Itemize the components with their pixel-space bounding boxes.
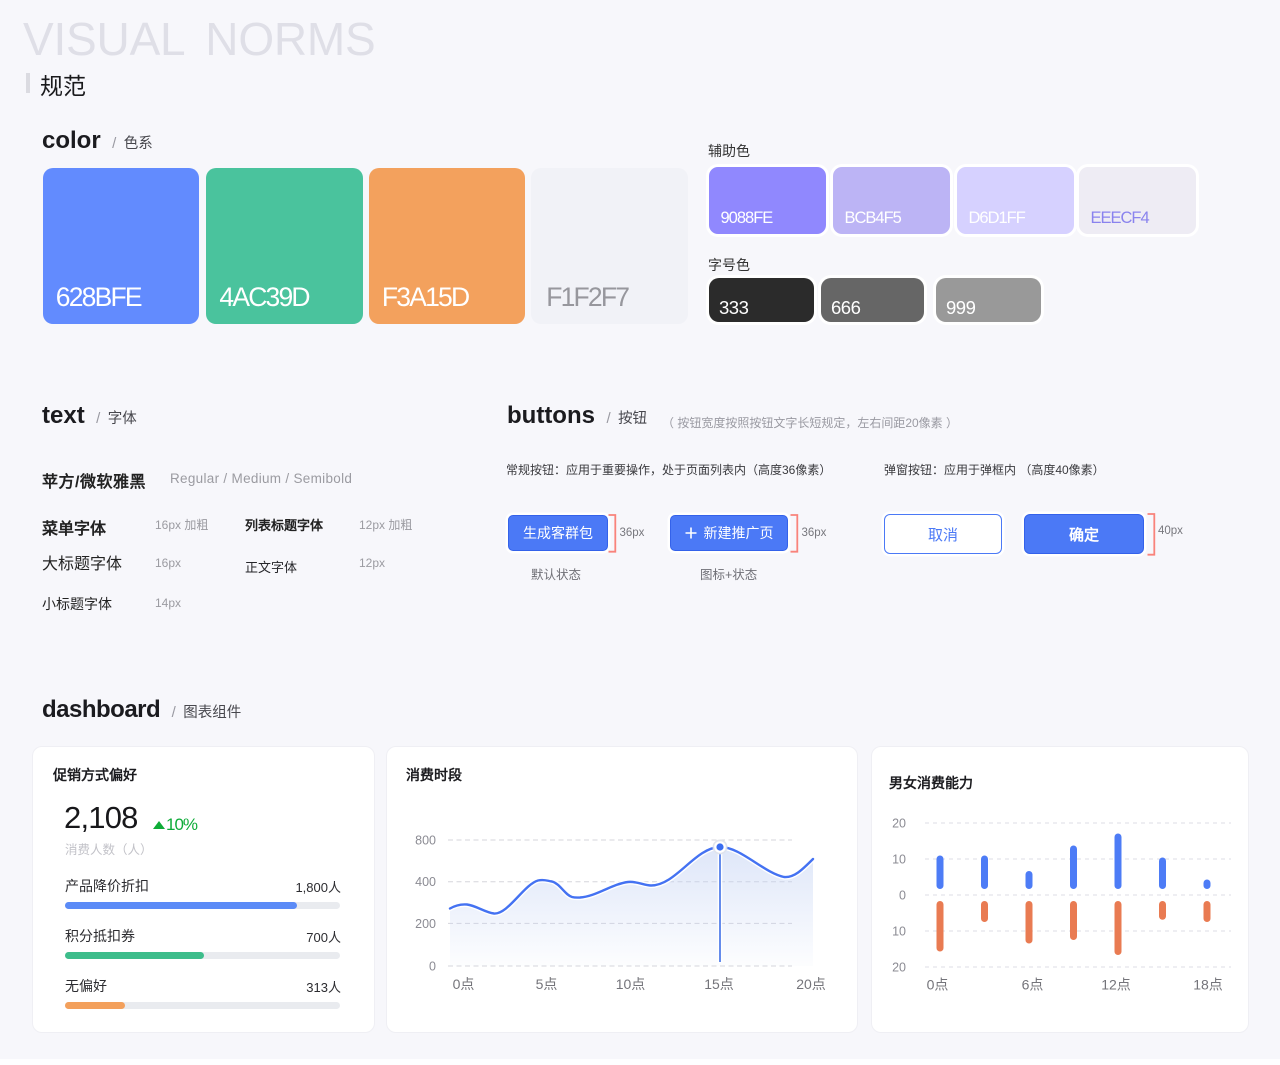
svg-text:10: 10 — [892, 925, 906, 939]
svg-text:12点: 12点 — [1101, 977, 1131, 993]
svg-text:0: 0 — [899, 889, 906, 903]
svg-text:200: 200 — [415, 917, 436, 931]
svg-text:400: 400 — [415, 875, 436, 889]
svg-text:0点: 0点 — [927, 977, 949, 993]
svg-text:15点: 15点 — [704, 976, 734, 992]
svg-text:18点: 18点 — [1193, 977, 1223, 993]
svg-text:800: 800 — [415, 834, 436, 848]
svg-text:10点: 10点 — [616, 976, 646, 992]
svg-text:20点: 20点 — [796, 976, 826, 992]
svg-text:20: 20 — [892, 817, 906, 831]
svg-text:0点: 0点 — [453, 976, 475, 992]
svg-text:6点: 6点 — [1022, 977, 1044, 993]
svg-text:5点: 5点 — [536, 976, 558, 992]
svg-text:20: 20 — [892, 961, 906, 975]
svg-text:0: 0 — [429, 960, 436, 974]
svg-text:10: 10 — [892, 853, 906, 867]
